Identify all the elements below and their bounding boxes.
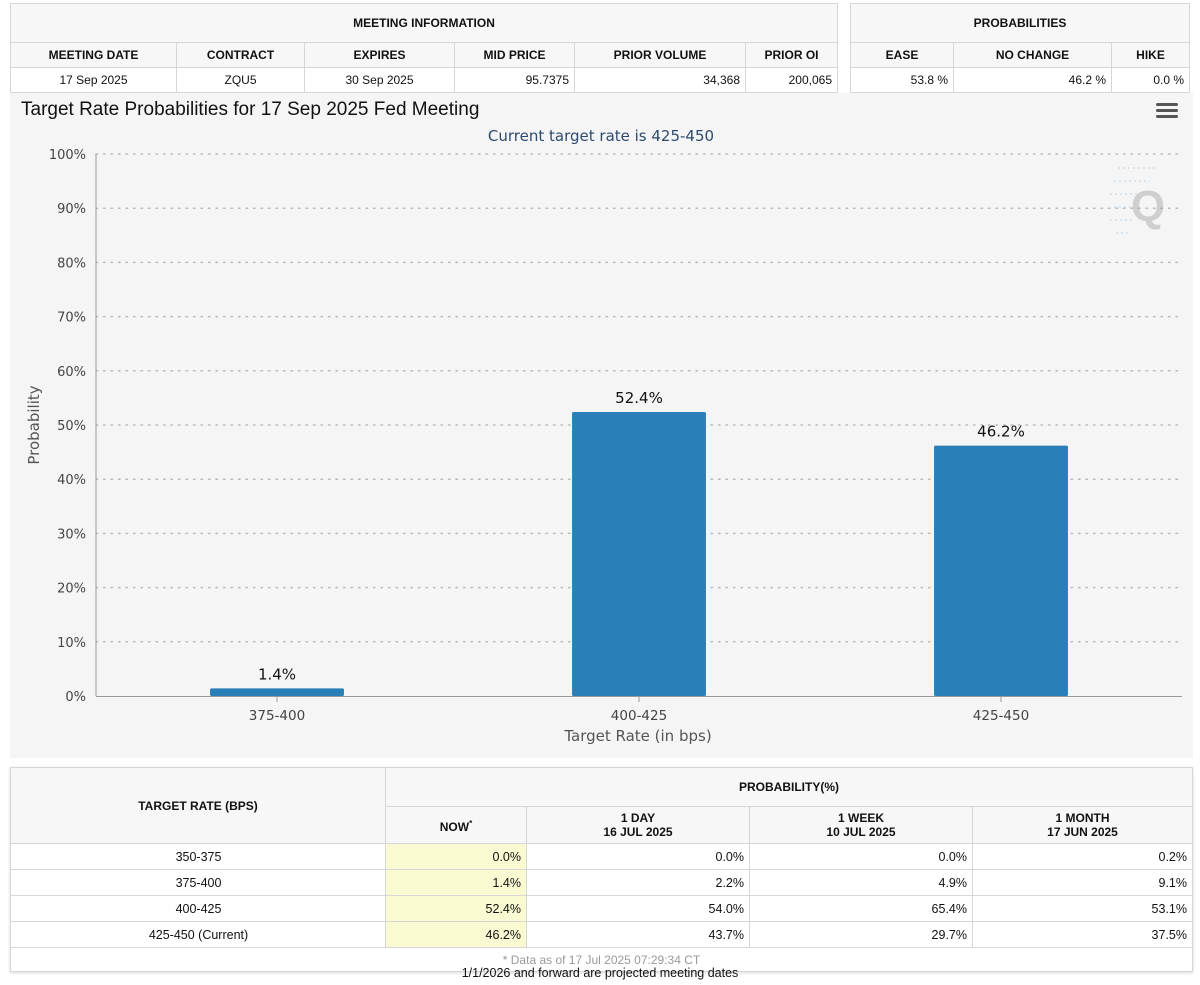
- one-day-cell: 0.0%: [526, 843, 750, 870]
- now-cell: 46.2%: [385, 921, 527, 948]
- now-cell: 1.4%: [385, 869, 527, 896]
- col-contract: CONTRACT: [176, 42, 305, 68]
- y-tick-label: 20%: [57, 582, 86, 597]
- one-week-cell: 0.0%: [749, 843, 973, 870]
- col-1-month-label: 1 MONTH: [1055, 811, 1110, 825]
- watermark-logo-icon: Q: [1110, 167, 1165, 234]
- col-mid-price: MID PRICE: [454, 42, 575, 68]
- meeting-information-table: MEETING INFORMATION MEETING DATE CONTRAC…: [10, 3, 838, 93]
- expires-value: 30 Sep 2025: [304, 67, 455, 93]
- chart-panel: 0% 10% 20% 30% 40% 50% 60% 70% 80% 90% 100% 1.4% 375…: [10, 93, 1193, 758]
- contract-value: ZQU5: [176, 67, 305, 93]
- y-tick-label: 30%: [57, 527, 86, 542]
- y-tick-label: 70%: [57, 311, 86, 326]
- x-tick-label: 425-450: [973, 708, 1029, 724]
- hike-value: 0.0 %: [1111, 67, 1190, 93]
- prior-volume-value: 34,368: [574, 67, 746, 93]
- x-tick-label: 375-400: [249, 708, 305, 724]
- y-tick-label: 80%: [57, 256, 86, 271]
- col-1-day-date: 16 JUL 2025: [603, 825, 673, 839]
- svg-text:Q: Q: [1131, 182, 1165, 231]
- ease-value: 53.8 %: [850, 67, 954, 93]
- col-now-label: NOW: [439, 819, 470, 834]
- probabilities-table: PROBABILITIES EASE NO CHANGE HIKE 53.8 %…: [850, 3, 1190, 93]
- data-label: 52.4%: [615, 389, 663, 407]
- col-prior-oi: PRIOR OI: [745, 42, 838, 68]
- one-day-cell: 54.0%: [526, 895, 750, 922]
- rate-cell: 350-375: [10, 843, 386, 870]
- projected-dates-note: 1/1/2026 and forward are projected meeti…: [461, 966, 739, 980]
- data-label: 1.4%: [258, 665, 296, 683]
- rate-cell: 375-400: [10, 869, 386, 896]
- one-day-cell: 43.7%: [526, 921, 750, 948]
- y-tick-label: 40%: [57, 473, 86, 488]
- col-meeting-date: MEETING DATE: [10, 42, 177, 68]
- col-now-footnote-mark: *: [469, 818, 473, 828]
- now-cell: 52.4%: [385, 895, 527, 922]
- col-ease: EASE: [850, 42, 954, 68]
- probability-bar-chart: 0% 10% 20% 30% 40% 50% 60% 70% 80% 90% 100% 1.4% 375…: [25, 127, 1183, 745]
- bar: [210, 688, 344, 696]
- y-tick-label: 50%: [57, 419, 86, 434]
- now-cell: 0.0%: [385, 843, 527, 870]
- table-row: 375-400 1.4% 2.2% 4.9% 9.1%: [10, 869, 1193, 896]
- hamburger-menu-icon[interactable]: [1156, 103, 1178, 121]
- col-1-month-date: 17 JUN 2025: [1047, 825, 1118, 839]
- col-no-change: NO CHANGE: [953, 42, 1112, 68]
- target-rate-probability-table: TARGET RATE (BPS) PROBABILITY(%) NOW* 1 …: [10, 767, 1193, 972]
- x-tick-label: 400-425: [611, 708, 667, 724]
- y-axis-title: Probability: [25, 385, 43, 464]
- one-week-cell: 29.7%: [749, 921, 973, 948]
- rate-cell: 425-450 (Current): [10, 921, 386, 948]
- prior-oi-value: 200,065: [745, 67, 838, 93]
- one-week-cell: 4.9%: [749, 869, 973, 896]
- col-now: NOW*: [385, 806, 527, 844]
- one-month-cell: 9.1%: [972, 869, 1193, 896]
- chart-title: Target Rate Probabilities for 17 Sep 202…: [21, 99, 480, 120]
- meeting-information-title: MEETING INFORMATION: [10, 3, 838, 43]
- table-row: 425-450 (Current) 46.2% 43.7% 29.7% 37.5…: [10, 921, 1193, 948]
- y-tick-label: 100%: [49, 148, 86, 163]
- data-label: 46.2%: [977, 423, 1025, 441]
- y-tick-label: 0%: [65, 690, 86, 705]
- col-prior-volume: PRIOR VOLUME: [574, 42, 746, 68]
- bar: [934, 445, 1068, 696]
- no-change-value: 46.2 %: [953, 67, 1112, 93]
- y-tick-label: 60%: [57, 365, 86, 380]
- one-month-cell: 0.2%: [972, 843, 1193, 870]
- col-target-rate: TARGET RATE (BPS): [10, 767, 386, 844]
- probabilities-title: PROBABILITIES: [850, 3, 1190, 43]
- col-1-day-label: 1 DAY: [620, 811, 656, 825]
- col-1-week-label: 1 WEEK: [837, 811, 884, 825]
- col-1-week-date: 10 JUL 2025: [826, 825, 896, 839]
- meeting-date-value: 17 Sep 2025: [10, 67, 177, 93]
- probability-header: PROBABILITY(%): [385, 767, 1193, 807]
- col-1-day: 1 DAY 16 JUL 2025: [526, 806, 750, 844]
- y-tick-label: 90%: [57, 202, 86, 217]
- one-day-cell: 2.2%: [526, 869, 750, 896]
- one-month-cell: 53.1%: [972, 895, 1193, 922]
- mid-price-value: 95.7375: [454, 67, 575, 93]
- one-month-cell: 37.5%: [972, 921, 1193, 948]
- chart-subtitle: Current target rate is 425-450: [488, 127, 714, 145]
- col-1-week: 1 WEEK 10 JUL 2025: [749, 806, 973, 844]
- col-hike: HIKE: [1111, 42, 1190, 68]
- data-timestamp-footnote: * Data as of 17 Jul 2025 07:29:34 CT: [10, 947, 1193, 972]
- x-axis-title: Target Rate (in bps): [563, 727, 711, 745]
- bar: [572, 411, 706, 696]
- table-row: 400-425 52.4% 54.0% 65.4% 53.1%: [10, 895, 1193, 922]
- y-tick-label: 10%: [57, 636, 86, 651]
- table-row: 350-375 0.0% 0.0% 0.0% 0.2%: [10, 843, 1193, 870]
- col-expires: EXPIRES: [304, 42, 455, 68]
- rate-cell: 400-425: [10, 895, 386, 922]
- one-week-cell: 65.4%: [749, 895, 973, 922]
- col-1-month: 1 MONTH 17 JUN 2025: [972, 806, 1193, 844]
